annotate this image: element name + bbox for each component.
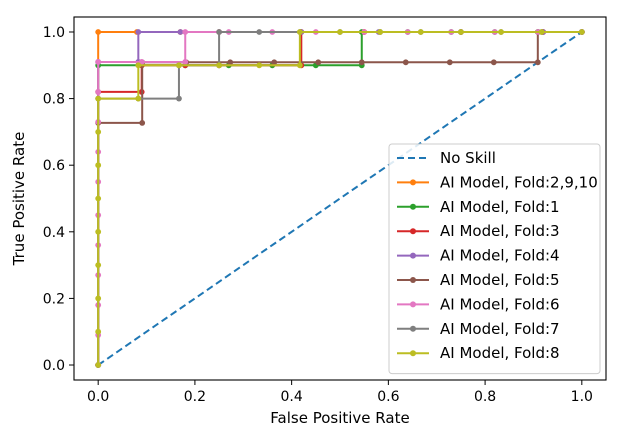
data-point: [135, 29, 142, 35]
data-point: [490, 59, 497, 66]
legend-marker: [410, 325, 416, 332]
legend-entry: No Skill: [397, 149, 496, 167]
data-point: [256, 29, 263, 35]
data-point: [176, 62, 182, 69]
data-point: [135, 95, 142, 102]
series-8: [95, 29, 585, 368]
x-tick-label: 0.6: [377, 389, 399, 405]
data-point: [95, 162, 102, 169]
x-axis-label: False Positive Rate: [270, 409, 409, 427]
series-0: [97, 31, 583, 366]
data-point: [95, 59, 102, 65]
legend-label: No Skill: [440, 149, 496, 167]
data-point: [534, 59, 541, 66]
legend-entry: AI Model, Fold:3: [397, 222, 560, 240]
legend-marker: [410, 179, 416, 186]
data-point: [95, 195, 102, 202]
legend-marker: [410, 350, 416, 357]
data-point: [216, 62, 222, 69]
data-point: [95, 295, 102, 302]
legend-box: [388, 143, 601, 375]
data-point: [296, 62, 303, 69]
x-tick-label: 0.0: [87, 389, 109, 405]
y-tick-label: 0.6: [43, 158, 65, 174]
plot-area: [95, 29, 585, 368]
data-point: [95, 95, 102, 102]
axes: 0.0 0.2 0.4 0.6 0.8 1.0 0.0 0.2 0.4 0.6 0.8 1.0 Fals…: [10, 16, 607, 427]
legend-label: AI Model, Fold:3: [440, 222, 560, 240]
data-point: [458, 29, 464, 35]
data-point: [271, 59, 278, 66]
data-point: [182, 59, 189, 65]
data-point: [498, 29, 504, 35]
data-point: [182, 29, 189, 35]
data-point: [256, 62, 263, 69]
data-point: [95, 362, 102, 368]
legend-marker: [410, 228, 416, 235]
y-axis-label: True Positive Rate: [10, 132, 28, 267]
data-point: [139, 120, 146, 126]
legend-marker: [410, 252, 416, 259]
y-tick-label: 1.0: [43, 25, 65, 41]
data-point: [358, 59, 365, 66]
legend-label: AI Model, Fold:2,9,10: [440, 173, 598, 191]
x-tick-label: 0.8: [474, 389, 496, 405]
legend-entry: AI Model, Fold:4: [397, 247, 560, 265]
data-point: [377, 29, 384, 35]
y-tick-label: 0.4: [43, 225, 65, 241]
data-point: [296, 29, 303, 35]
series-line-0: [97, 31, 583, 366]
legend-marker: [410, 301, 416, 308]
data-point: [135, 62, 142, 69]
legend-entry: AI Model, Fold:2,9,10: [397, 173, 598, 191]
data-point: [95, 262, 102, 269]
legend-entry: AI Model, Fold:6: [397, 295, 560, 313]
legend-label: AI Model, Fold:7: [440, 320, 560, 338]
legend-label: AI Model, Fold:6: [440, 295, 560, 313]
data-point: [95, 128, 102, 135]
y-tick-label: 0.8: [43, 92, 65, 108]
data-point: [538, 29, 545, 35]
data-point: [337, 29, 343, 35]
data-point: [315, 59, 322, 66]
data-point: [176, 95, 182, 102]
legend-label: AI Model, Fold:5: [440, 271, 560, 289]
legend-entry: AI Model, Fold:7: [397, 320, 560, 338]
data-point: [402, 59, 409, 66]
x-tick-label: 1.0: [571, 389, 593, 405]
data-point: [417, 29, 424, 35]
legend-entry: AI Model, Fold:8: [397, 344, 560, 362]
data-point: [95, 228, 102, 235]
y-tick-label: 0.2: [43, 291, 65, 307]
data-point: [227, 59, 234, 66]
legend-label: AI Model, Fold:4: [440, 247, 560, 265]
legend-label: AI Model, Fold:8: [440, 344, 560, 362]
legend-marker: [410, 203, 416, 210]
data-point: [95, 89, 102, 95]
y-tick-label: 0.0: [43, 358, 65, 374]
legend-label: AI Model, Fold:1: [440, 198, 560, 216]
legend-marker: [410, 277, 416, 283]
data-point: [446, 59, 453, 66]
data-point: [95, 29, 102, 35]
data-point: [95, 328, 102, 335]
legend-entry: AI Model, Fold:1: [397, 198, 560, 216]
data-point: [177, 29, 184, 35]
data-point: [578, 29, 585, 35]
data-point: [216, 29, 222, 35]
legend-entry: AI Model, Fold:5: [397, 271, 560, 289]
legend: No Skill AI Model, Fold:2,9,10 AI Model, F…: [388, 143, 601, 375]
plot-frame: [73, 16, 607, 381]
x-tick-label: 0.4: [281, 389, 303, 405]
x-tick-label: 0.2: [184, 389, 206, 405]
